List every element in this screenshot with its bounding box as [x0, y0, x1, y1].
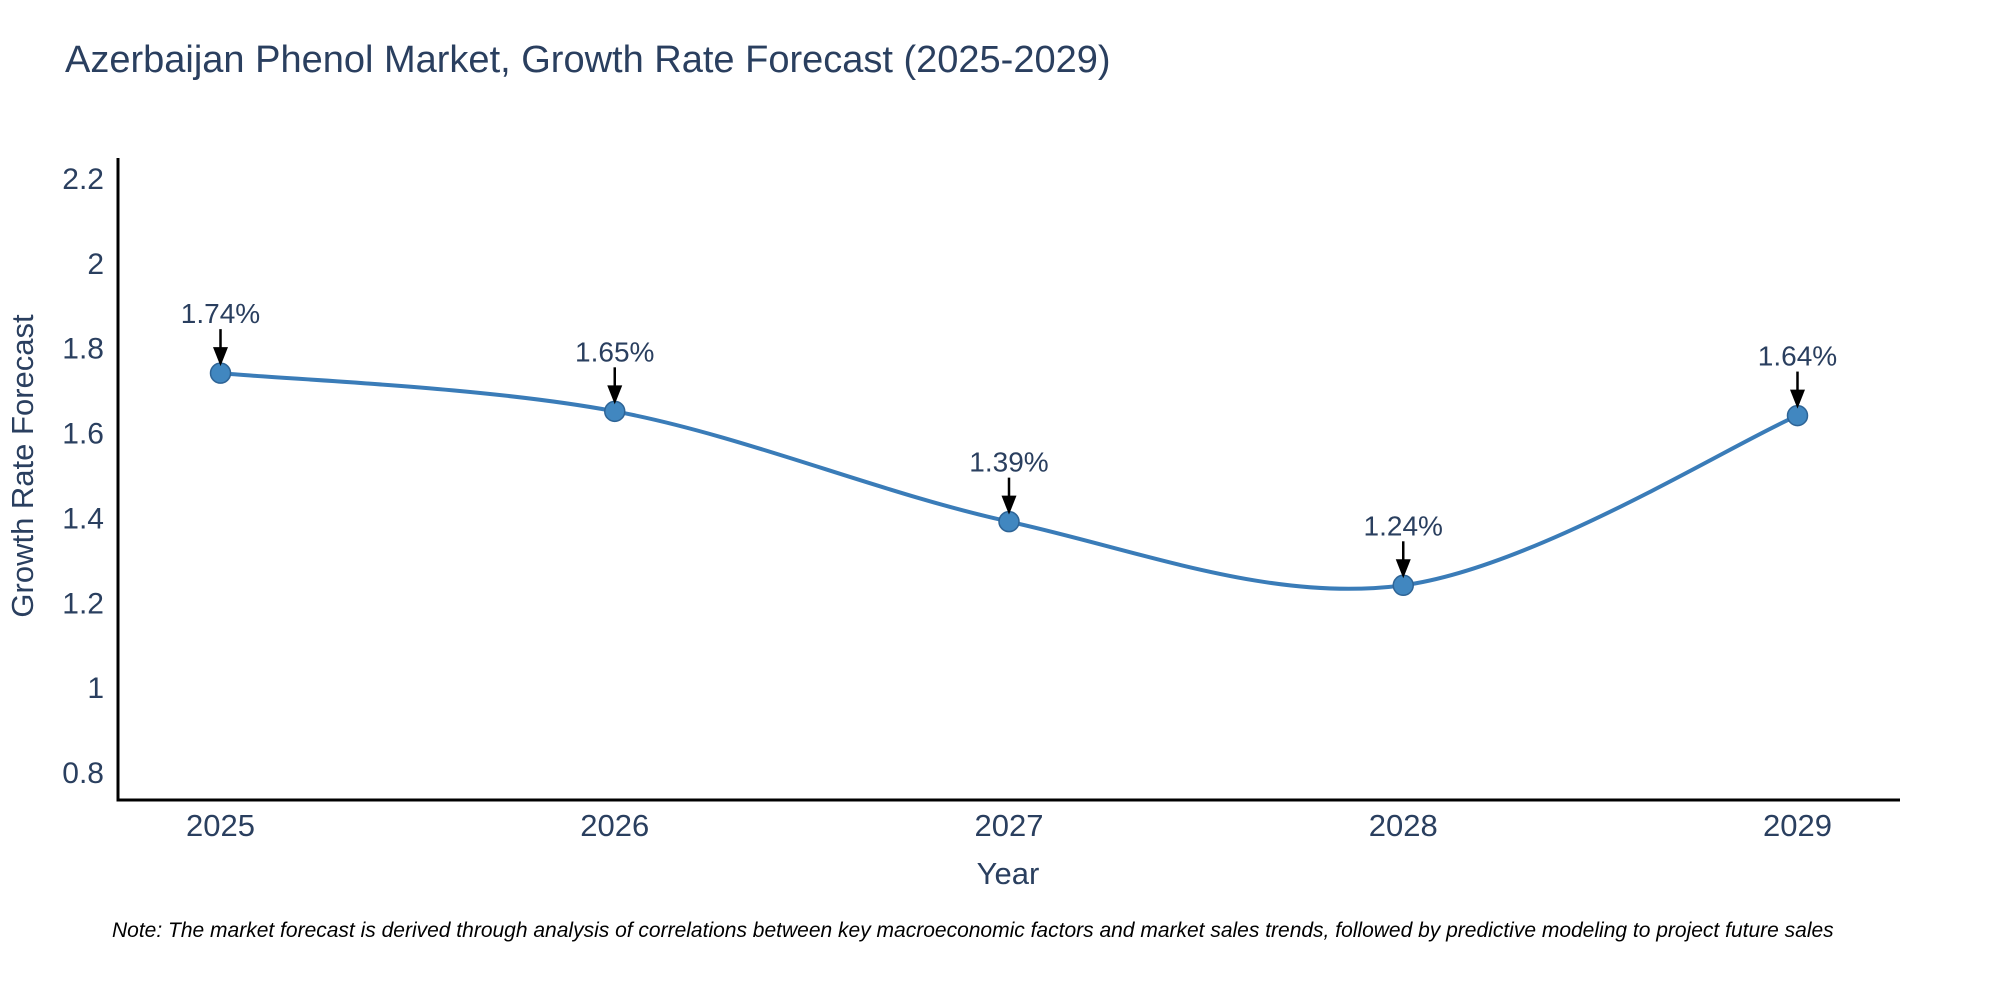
- y-axis-title: Growth Rate Forecast: [5, 314, 40, 618]
- chart-footnote: Note: The market forecast is derived thr…: [112, 919, 1834, 942]
- x-tick-label: 2027: [975, 808, 1044, 843]
- chart-title: Azerbaijan Phenol Market, Growth Rate Fo…: [65, 39, 1111, 81]
- x-tick-label: 2028: [1369, 808, 1438, 843]
- data-point-label: 1.64%: [1758, 341, 1837, 372]
- data-point-label: 1.65%: [575, 336, 654, 367]
- x-tick-label: 2029: [1763, 808, 1832, 843]
- x-tick-label: 2026: [580, 808, 649, 843]
- data-point-label: 1.39%: [969, 447, 1048, 478]
- annotation-arrowhead-icon: [1001, 495, 1017, 515]
- annotation-arrowhead-icon: [607, 385, 623, 405]
- y-tick-label: 1: [87, 672, 104, 705]
- annotation-arrowhead-icon: [1395, 559, 1411, 579]
- y-tick-label: 1.8: [62, 333, 104, 366]
- y-tick-label: 0.8: [62, 757, 104, 790]
- x-axis-title: Year: [976, 856, 1040, 891]
- annotation-arrowhead-icon: [1789, 389, 1805, 409]
- data-point-label: 1.74%: [181, 298, 260, 329]
- y-tick-label: 1.4: [62, 502, 104, 535]
- data-point-label: 1.24%: [1364, 510, 1443, 541]
- annotation-arrowhead-icon: [213, 347, 229, 367]
- y-tick-label: 1.2: [62, 587, 104, 620]
- x-tick-label: 2025: [186, 808, 255, 843]
- y-tick-label: 1.6: [62, 418, 104, 451]
- y-tick-label: 2.2: [62, 163, 104, 196]
- y-tick-label: 2: [87, 248, 104, 281]
